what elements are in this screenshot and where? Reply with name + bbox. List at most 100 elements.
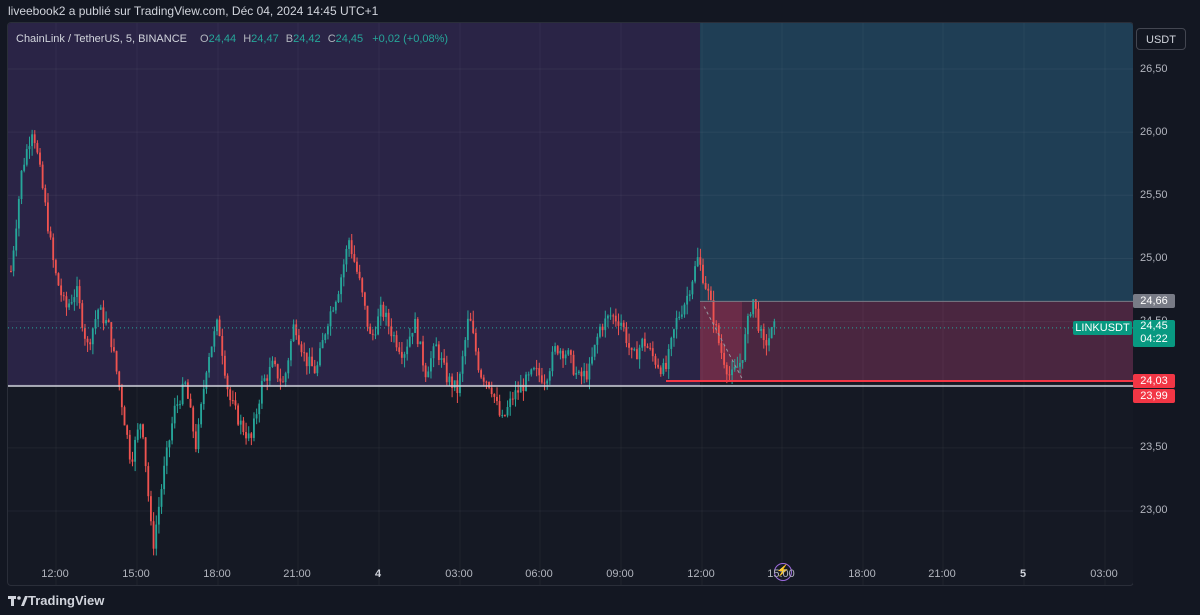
candle-body [427, 371, 430, 378]
candle-body [662, 362, 665, 375]
candle-body [358, 271, 361, 279]
candle-body [345, 248, 348, 265]
candle-body [501, 415, 504, 417]
time-tick: 21:00 [283, 568, 311, 580]
candle-body [385, 312, 387, 317]
candle-body [356, 261, 358, 272]
candle-body [332, 310, 335, 312]
time-tick: 15:00 [767, 568, 795, 580]
time-tick: 12:00 [687, 568, 715, 580]
candle-body [208, 356, 210, 373]
candle-body [556, 346, 559, 354]
candle-body [728, 374, 731, 376]
candle-body [453, 380, 456, 388]
chart-canvas[interactable] [8, 23, 1133, 585]
candle-body [326, 326, 329, 335]
candle-body [696, 257, 699, 267]
candle-body [23, 164, 26, 171]
candle-body [448, 376, 451, 383]
candle-body [15, 228, 18, 251]
candle-body [97, 309, 100, 320]
candle-body [768, 338, 770, 346]
candle-body [68, 303, 70, 308]
lightning-icon[interactable]: ⚡ [774, 563, 792, 581]
candle-body [686, 295, 689, 305]
candle-body [424, 365, 427, 378]
chart-pane[interactable]: ChainLink / TetherUS, 5, BINANCE O24,44 … [7, 22, 1134, 586]
candle-body [297, 335, 300, 345]
candle-body [321, 339, 324, 349]
candle-body [284, 373, 287, 383]
candle-body [723, 352, 726, 365]
candle-body [654, 356, 657, 365]
currency-button[interactable]: USDT [1136, 28, 1186, 50]
publisher-text: liveebook2 a publié sur TradingView.com,… [8, 4, 379, 18]
candle-body [670, 337, 673, 349]
candle-body [247, 433, 250, 439]
candle-body [242, 420, 245, 432]
candle-body [279, 378, 282, 382]
candle-body [469, 318, 472, 321]
candle-body [329, 311, 332, 327]
candle-body [408, 336, 411, 347]
candle-body [580, 371, 583, 377]
candle-body [62, 295, 65, 297]
candle-body [89, 342, 92, 345]
price-tick: 26,00 [1140, 126, 1168, 138]
candle-body [736, 366, 739, 368]
candle-body [562, 350, 564, 359]
candle-body [237, 405, 240, 425]
candle-body [691, 281, 694, 295]
candle-body [672, 329, 675, 338]
candle-body [184, 382, 187, 384]
candle-body [282, 381, 284, 383]
candle-body [171, 423, 173, 441]
candle-body [461, 356, 464, 374]
candle-body [142, 424, 144, 438]
support-price-label: 23,99 [1133, 389, 1175, 403]
candle-body [593, 344, 596, 357]
candle-body [102, 307, 105, 324]
candle-body [308, 356, 311, 367]
candle-body [157, 506, 160, 525]
candle-body [419, 341, 422, 345]
candle-body [52, 237, 55, 261]
candle-body [752, 299, 755, 315]
candle-body [134, 439, 136, 462]
candle-body [490, 387, 493, 395]
candle-body [680, 314, 683, 317]
candle-body [535, 368, 538, 370]
low-key: B [285, 33, 294, 45]
candle-body [305, 352, 308, 367]
candle-body [403, 354, 406, 358]
close-key: C [327, 33, 336, 45]
candle-body [694, 266, 696, 282]
candle-body [176, 404, 179, 406]
candle-body [509, 398, 512, 408]
candle-body [218, 319, 221, 337]
candle-body [559, 350, 562, 354]
candle-body [73, 297, 76, 303]
candle-body [770, 327, 773, 339]
time-axis[interactable]: 12:00 15:00 18:00 21:00 4 03:00 06:00 09… [7, 564, 1132, 584]
candle-body [760, 328, 763, 331]
candle-body [324, 334, 327, 340]
symbol-label[interactable]: ChainLink / TetherUS, 5, BINANCE [16, 33, 187, 45]
candle-body [139, 424, 142, 430]
candle-body [675, 317, 678, 330]
candle-body [683, 304, 686, 315]
left-shaded-zone [8, 23, 700, 387]
candle-body [348, 240, 350, 249]
candle-body [226, 375, 229, 390]
candle-body [110, 322, 113, 348]
low-value: 24,42 [293, 33, 321, 45]
candle-body [120, 386, 123, 408]
candle-body [588, 363, 591, 380]
candle-body [70, 302, 73, 304]
candle-body [128, 434, 131, 460]
candle-body [83, 327, 86, 339]
time-tick: 12:00 [41, 568, 69, 580]
candle-body [200, 404, 203, 425]
candle-body [319, 348, 321, 366]
candle-body [496, 396, 498, 402]
